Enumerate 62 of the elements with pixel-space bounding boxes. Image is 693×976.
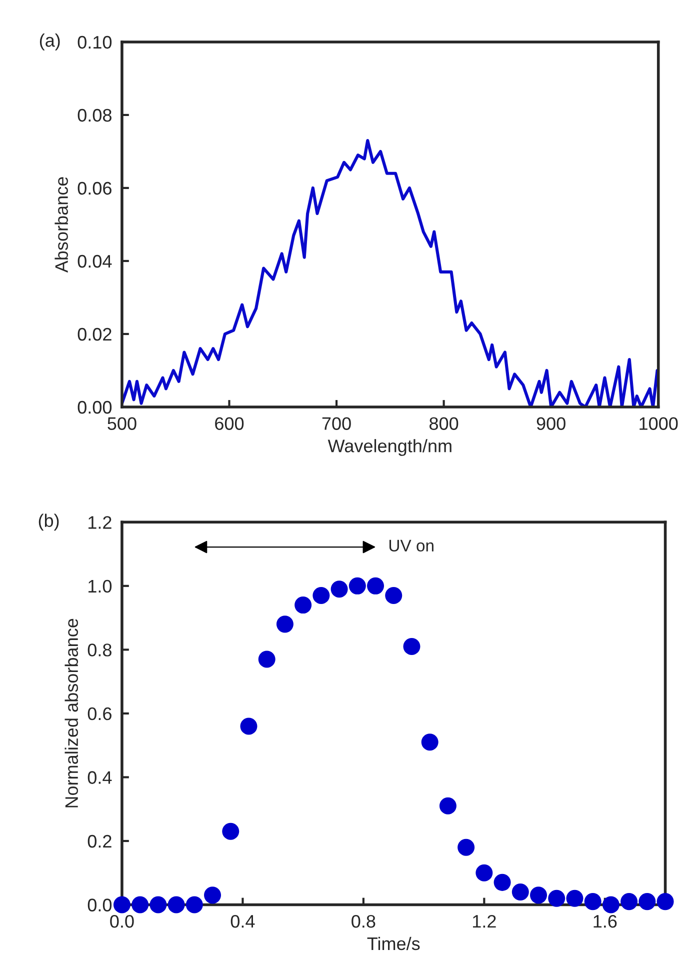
x-tick-label: 0.0 xyxy=(110,914,134,928)
point xyxy=(421,734,438,751)
point xyxy=(186,896,203,914)
x-tick-label: 600 xyxy=(215,417,244,430)
y-tick-label: 0.4 xyxy=(88,771,112,784)
point xyxy=(476,864,493,882)
y-tick-label: 0.0 xyxy=(88,898,112,912)
point xyxy=(367,577,384,594)
y-tick-label: 1.0 xyxy=(88,580,112,593)
point xyxy=(548,890,566,907)
point xyxy=(113,896,130,914)
point xyxy=(494,874,511,891)
y-axis-title: Absorbance xyxy=(54,177,68,273)
point xyxy=(403,638,420,656)
point xyxy=(584,893,602,910)
text: (a) xyxy=(40,34,60,50)
y-tick-label: 0.2 xyxy=(88,834,112,848)
point xyxy=(566,890,584,907)
point xyxy=(638,893,656,910)
point xyxy=(276,616,294,633)
y-tick-label: 0.08 xyxy=(78,108,112,122)
point xyxy=(132,896,149,914)
point xyxy=(312,586,330,604)
annotation: UV on xyxy=(389,540,434,552)
point xyxy=(439,797,456,814)
point xyxy=(240,718,258,735)
point xyxy=(385,586,402,604)
x-tick-label: 0.8 xyxy=(352,914,376,928)
point xyxy=(204,886,222,904)
y-tick-label: 0.10 xyxy=(78,36,112,49)
point xyxy=(620,893,638,910)
x-tick-label: 0.4 xyxy=(230,914,255,928)
point xyxy=(150,896,167,914)
point xyxy=(656,893,674,910)
x-tick-label: 1.6 xyxy=(594,914,617,928)
point xyxy=(458,838,475,856)
x-tick-label: 900 xyxy=(536,417,566,430)
x-axis-title: Time/s xyxy=(367,936,420,950)
point xyxy=(348,577,366,594)
y-tick-label: 0.8 xyxy=(88,644,112,656)
x-tick-label: 1000 xyxy=(640,417,678,430)
point xyxy=(168,896,185,914)
x-axis-title: Wavelength/nm xyxy=(328,439,452,456)
point xyxy=(530,886,548,904)
text: (b) xyxy=(38,514,59,531)
y-tick-label: 1.2 xyxy=(88,516,112,529)
y-tick-label: 0.6 xyxy=(88,707,112,720)
point xyxy=(512,883,529,901)
y-tick-label: 0.02 xyxy=(78,328,112,341)
point xyxy=(330,580,348,598)
x-tick-label: 500 xyxy=(108,417,136,430)
y-tick-label: 0.04 xyxy=(78,254,112,268)
y-axis-title: Normalized absorbance xyxy=(64,618,78,808)
point xyxy=(602,896,620,914)
point xyxy=(294,596,312,614)
point xyxy=(222,822,240,840)
x-tick-label: 800 xyxy=(430,417,458,430)
y-tick-label: 0.00 xyxy=(78,400,112,414)
x-tick-label: 700 xyxy=(322,417,351,430)
y-tick-label: 0.06 xyxy=(78,182,112,195)
point xyxy=(258,650,276,668)
x-tick-label: 1.2 xyxy=(473,914,496,928)
